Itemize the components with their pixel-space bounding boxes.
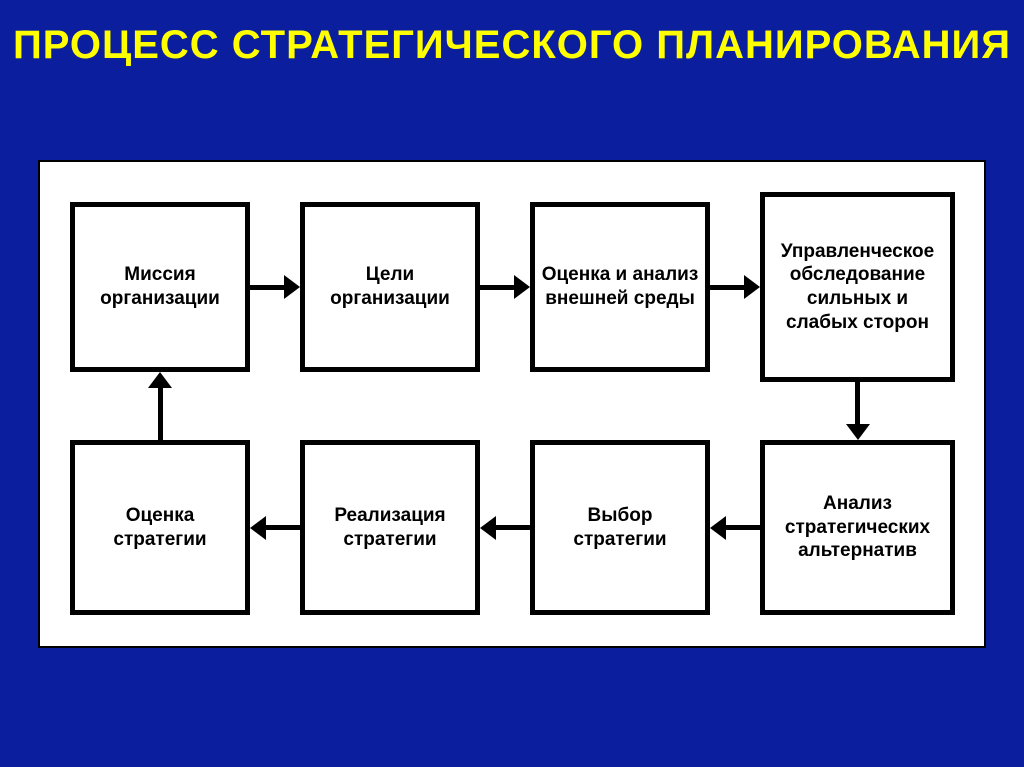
flow-node-label: Управленческое обследование сильных и сл… (771, 240, 944, 335)
arrow-line (494, 525, 530, 530)
slide-title: ПРОЦЕСС СТРАТЕГИЧЕСКОГО ПЛАНИРОВАНИЯ (0, 0, 1024, 68)
flow-node-label: Миссия организации (81, 263, 239, 311)
arrow-line (724, 525, 760, 530)
flow-node-n7: Реализация стратегии (300, 440, 480, 615)
arrow-line (250, 285, 286, 290)
flow-node-label: Оценка и анализ внешней среды (541, 263, 699, 311)
arrow-head-icon (284, 275, 300, 299)
arrow-head-icon (250, 516, 266, 540)
arrow-head-icon (148, 372, 172, 388)
flow-node-n1: Миссия организации (70, 202, 250, 372)
flow-node-label: Реализация стратегии (311, 504, 469, 552)
flow-node-label: Цели организации (311, 263, 469, 311)
arrow-head-icon (744, 275, 760, 299)
arrow-head-icon (514, 275, 530, 299)
flow-node-label: Анализ стратегических альтернатив (771, 492, 944, 563)
arrow-line (158, 386, 163, 440)
slide: ПРОЦЕСС СТРАТЕГИЧЕСКОГО ПЛАНИРОВАНИЯ Мис… (0, 0, 1024, 767)
arrow-head-icon (710, 516, 726, 540)
flow-node-n6: Выбор стратегии (530, 440, 710, 615)
arrow-line (855, 382, 860, 426)
flow-node-n8: Оценка стратегии (70, 440, 250, 615)
arrow-head-icon (480, 516, 496, 540)
arrow-line (710, 285, 746, 290)
flow-node-n2: Цели организации (300, 202, 480, 372)
flow-node-n4: Управленческое обследование сильных и сл… (760, 192, 955, 382)
arrow-head-icon (846, 424, 870, 440)
flow-node-label: Оценка стратегии (81, 504, 239, 552)
arrow-line (480, 285, 516, 290)
flow-node-n5: Анализ стратегических альтернатив (760, 440, 955, 615)
arrow-line (264, 525, 300, 530)
flow-node-label: Выбор стратегии (541, 504, 699, 552)
flow-node-n3: Оценка и анализ внешней среды (530, 202, 710, 372)
